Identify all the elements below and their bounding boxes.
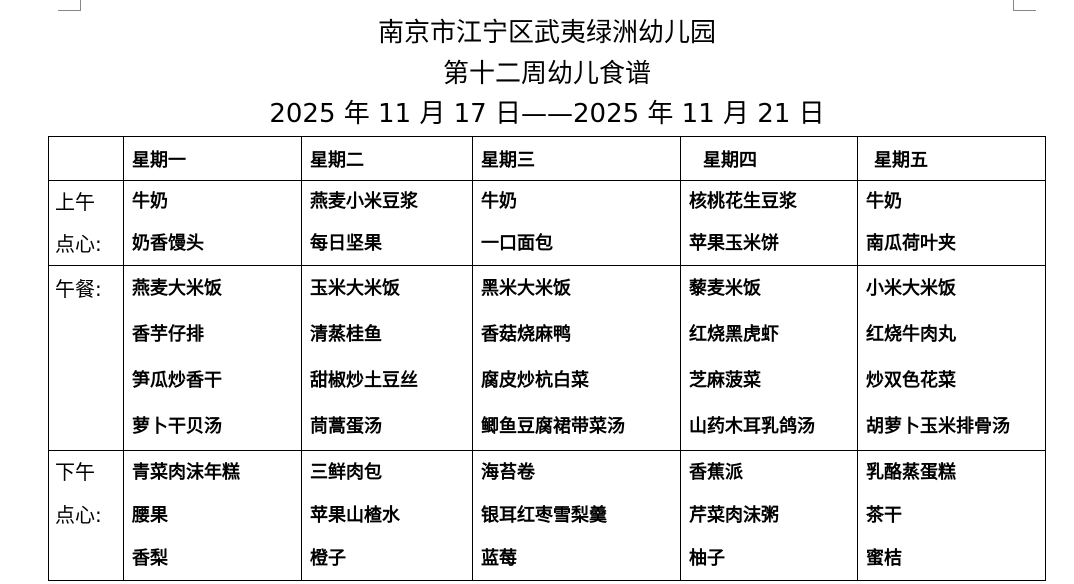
dish: 腐皮炒杭白菜 (481, 370, 589, 391)
dish: 胡萝卜玉米排骨汤 (866, 416, 1010, 437)
dish: 乳酪蒸蛋糕 (866, 462, 956, 483)
dish: 清蒸桂鱼 (310, 324, 382, 345)
meal-cell: 玉米大米饭清蒸桂鱼甜椒炒土豆丝 茼蒿蛋汤 (301, 265, 473, 451)
day-header: 星期三 (472, 136, 681, 181)
dish: 蓝莓 (481, 548, 517, 569)
meal-cell: 黑米大米饭香菇烧麻鸭腐皮炒杭白菜鲫鱼豆腐裙带菜汤 (472, 265, 681, 451)
row-label-line: 点心: (55, 232, 102, 256)
dish: 奶香馒头 (132, 233, 204, 254)
corner-cell (48, 136, 124, 181)
dish: 藜麦米饭 (689, 278, 761, 299)
dish: 香蕉派 (689, 462, 743, 483)
row-label: 下午 点心: (48, 450, 124, 581)
meal-cell: 香蕉派芹菜肉沫粥柚子 (680, 450, 858, 581)
dish: 炒双色花菜 (866, 370, 956, 391)
dish: 一口面包 (481, 233, 553, 254)
school-name: 南京市江宁区武夷绿洲幼儿园 (377, 18, 716, 48)
dish: 萝卜干贝汤 (132, 416, 222, 437)
meal-cell: 三鲜肉包苹果山楂水橙子 (301, 450, 473, 581)
dish: 黑米大米饭 (481, 278, 571, 299)
row-label-line: 点心: (55, 503, 102, 527)
dish: 燕麦小米豆浆 (310, 191, 418, 212)
meal-cell: 青菜肉沫年糕 腰果香梨 (123, 450, 302, 581)
dish: 青菜肉沫年糕 (132, 462, 240, 483)
row-label-line: 下午 (55, 460, 95, 484)
dish: 牛奶 (481, 191, 517, 212)
table-header-row: 星期一 星期二 星期三 星期四 星期五 (48, 136, 1046, 181)
dish: 茼蒿蛋汤 (310, 416, 382, 437)
date-range: 2025 年 11 月 17 日——2025 年 11 月 21 日 (269, 99, 825, 129)
dish: 橙子 (310, 548, 346, 569)
dish: 芹菜肉沫粥 (689, 505, 779, 526)
meal-cell: 乳酪蒸蛋糕 茶干 蜜桔 (857, 450, 1046, 581)
table-row-morning-snack: 上午 点心: 牛奶奶香馒头 燕麦小米豆浆 每日坚果 牛奶一口面包 核桃花生豆浆 苹果… (48, 180, 1046, 266)
dish: 蜜桔 (866, 548, 902, 569)
meal-cell: 燕麦小米豆浆 每日坚果 (301, 180, 473, 266)
meal-cell: 小米大米饭红烧牛肉丸炒双色花菜胡萝卜玉米排骨汤 (857, 265, 1046, 451)
meal-cell: 燕麦大米饭香芋仔排笋瓜炒香干萝卜干贝汤 (123, 265, 302, 451)
dish: 甜椒炒土豆丝 (310, 370, 418, 391)
dish: 玉米大米饭 (310, 278, 400, 299)
meal-cell: 牛奶 南瓜荷叶夹 (857, 180, 1046, 266)
menu-table: 星期一 星期二 星期三 星期四 星期五 上午 点心: 牛奶奶香馒头 燕麦小米豆浆… (48, 136, 1046, 581)
meal-cell: 牛奶 奶香馒头 (123, 180, 302, 266)
dish: 腰果 (132, 505, 168, 526)
dish: 柚子 (689, 548, 725, 569)
dish: 红烧牛肉丸 (866, 324, 956, 345)
dish: 燕麦大米饭 (132, 278, 222, 299)
dish: 海苔卷 (481, 462, 535, 483)
dish: 山药木耳乳鸽汤 (689, 416, 815, 437)
dish: 香菇烧麻鸭 (481, 324, 571, 345)
dish: 鲫鱼豆腐裙带菜汤 (481, 416, 625, 437)
meal-cell: 牛奶 一口面包 (472, 180, 681, 266)
table-row-afternoon-snack: 下午 点心: 青菜肉沫年糕 腰果香梨 三鲜肉包苹果山楂水橙子 海苔卷银耳红枣雪梨羹… (48, 450, 1046, 581)
dish: 南瓜荷叶夹 (866, 233, 956, 254)
dish: 小米大米饭 (866, 278, 956, 299)
dish: 牛奶 (866, 191, 902, 212)
row-label: 午餐: (48, 265, 124, 451)
row-label: 上午 点心: (48, 180, 124, 266)
menu-title: 第十二周幼儿食谱 (442, 59, 651, 89)
dish: 苹果玉米饼 (689, 233, 779, 254)
row-label-line: 午餐: (55, 277, 102, 301)
dish: 红烧黑虎虾 (689, 324, 779, 345)
dish: 笋瓜炒香干 (132, 370, 222, 391)
meal-cell: 藜麦米饭红烧黑虎虾芝麻菠菜山药木耳乳鸽汤 (680, 265, 858, 451)
day-header: 星期四 (680, 136, 858, 181)
dish: 香芋仔排 (132, 324, 204, 345)
dish: 核桃花生豆浆 (689, 191, 797, 212)
dish: 银耳红枣雪梨羹 (481, 505, 607, 526)
row-label-line: 上午 (55, 190, 95, 214)
dish: 香梨 (132, 548, 168, 569)
page-corner-mark (1013, 0, 1036, 11)
day-header: 星期二 (301, 136, 473, 181)
dish: 每日坚果 (310, 233, 382, 254)
dish: 牛奶 (132, 191, 168, 212)
dish: 芝麻菠菜 (689, 370, 761, 391)
table-row-lunch: 午餐: 燕麦大米饭香芋仔排笋瓜炒香干萝卜干贝汤 玉米大米饭清蒸桂鱼甜椒炒土豆丝茼… (48, 265, 1046, 451)
meal-cell: 海苔卷银耳红枣雪梨羹 蓝莓 (472, 450, 681, 581)
dish: 茶干 (866, 505, 902, 526)
day-header: 星期一 (123, 136, 302, 181)
page-corner-mark (58, 0, 81, 11)
dish: 苹果山楂水 (310, 505, 400, 526)
dish: 三鲜肉包 (310, 462, 382, 483)
meal-cell: 核桃花生豆浆 苹果玉米饼 (680, 180, 858, 266)
day-header: 星期五 (857, 136, 1046, 181)
